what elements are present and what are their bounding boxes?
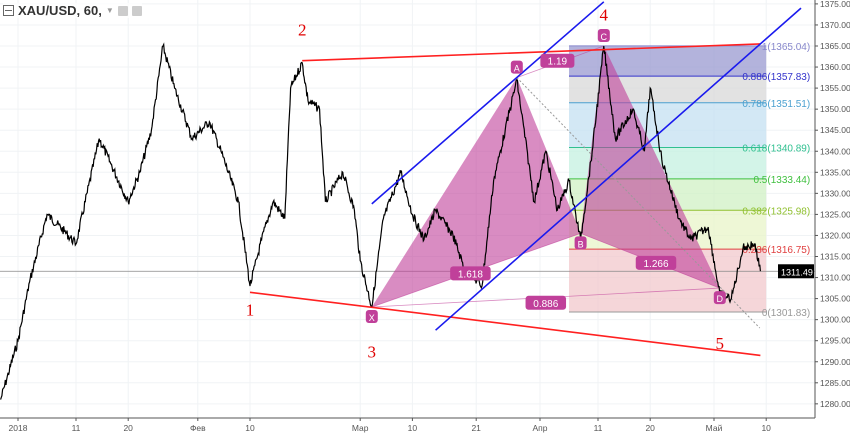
trend-line [249,291,761,357]
time-tick-label: 11 [594,423,603,433]
harmonic-pattern-triangle [371,77,581,308]
fib-level-label: 1(1365.04) [762,42,810,53]
wave-label: 1 [246,300,255,319]
pattern-point-badge [510,60,523,74]
time-tick-label: 21 [471,423,481,433]
trend-line [435,7,802,331]
fib-level-label: 0.5(1333.44) [753,175,810,186]
price-tick-label: 1335.00 [820,167,850,177]
pattern-point-label: A [514,64,520,74]
price-tick-label: 1375.00 [820,0,850,9]
wave-label: 5 [716,334,725,353]
wave-label: 4 [600,6,609,25]
time-tick-label: Апр [533,423,548,433]
time-tick-label: 10 [245,423,255,433]
trend-line [302,43,761,62]
price-tick-label: 1340.00 [820,146,850,156]
price-tick-label: 1330.00 [820,188,850,198]
pattern-point-label: X [369,313,375,323]
chevron-down-icon[interactable]: ▼ [105,6,114,15]
price-tick-label: 1360.00 [820,62,850,72]
fib-level-label: 0.786(1351.51) [742,99,810,110]
price-tick-label: 1370.00 [820,20,850,30]
pattern-ratio-badge [540,53,575,68]
pattern-point-badge [365,310,378,324]
price-tick-label: 1290.00 [820,357,850,367]
pattern-point-label: C [601,32,608,42]
price-tick-label: 1355.00 [820,83,850,93]
time-tick-label: Мар [352,423,369,433]
price-axis [815,0,850,436]
pattern-ratio-label: 1.266 [643,259,668,270]
price-tick-label: 1320.00 [820,230,850,240]
trend-line [371,1,605,205]
pattern-ratio-badge [525,295,567,310]
time-tick-label: 10 [408,423,418,433]
price-line [0,42,761,400]
time-tick-label: 11 [72,423,81,433]
price-tick-label: 1280.00 [820,399,850,409]
price-tick-label: 1310.00 [820,273,850,283]
time-tick-label: Май [706,423,723,433]
time-axis [0,418,850,436]
time-tick-label: 20 [123,423,133,433]
eye-icon[interactable] [117,5,128,16]
last-price-badge [778,264,814,279]
fib-level-label: 0(1301.83) [762,308,810,319]
price-tick-label: 1345.00 [820,125,850,135]
minus-box-icon[interactable] [3,5,14,16]
pattern-point-badge [574,236,587,250]
chart-legend: XAU/USD, 60, ▼ [3,3,142,18]
gear-icon[interactable] [131,5,142,16]
last-price-label: 1311.49 [781,267,813,277]
pattern-ratio-label: 1.618 [458,269,483,280]
pattern-ratio-badge [635,255,677,270]
price-tick-label: 1350.00 [820,104,850,114]
time-tick-label: 20 [645,423,655,433]
time-tick-label: Фев [190,423,206,433]
fib-level-label: 0.382(1325.98) [742,206,810,217]
pattern-point-badge [713,291,726,305]
price-tick-label: 1365.00 [820,41,850,51]
price-tick-label: 1300.00 [820,315,850,325]
price-tick-label: 1295.00 [820,336,850,346]
price-tick-label: 1325.00 [820,209,850,219]
price-tick-label: 1285.00 [820,378,850,388]
wave-label: 2 [298,20,307,39]
pattern-point-badge [597,29,610,42]
pattern-point-label: D [717,294,724,304]
pattern-ratio-badge [450,266,491,281]
price-tick-label: 1315.00 [820,252,850,262]
symbol-title: XAU/USD, 60, [18,3,102,18]
pattern-ratio-label: 1.19 [548,57,568,68]
wave-label: 3 [368,343,377,362]
fib-level-label: 0.886(1357.83) [742,72,810,83]
pattern-point-label: B [578,239,584,249]
time-tick-label: 2018 [9,423,28,433]
price-tick-label: 1305.00 [820,294,850,304]
fib-level-label: 0.618(1340.89) [742,144,810,155]
pattern-ratio-label: 0.886 [533,299,558,310]
fib-level-label: 0.236(1316.75) [742,245,810,256]
time-tick-label: 10 [761,423,771,433]
